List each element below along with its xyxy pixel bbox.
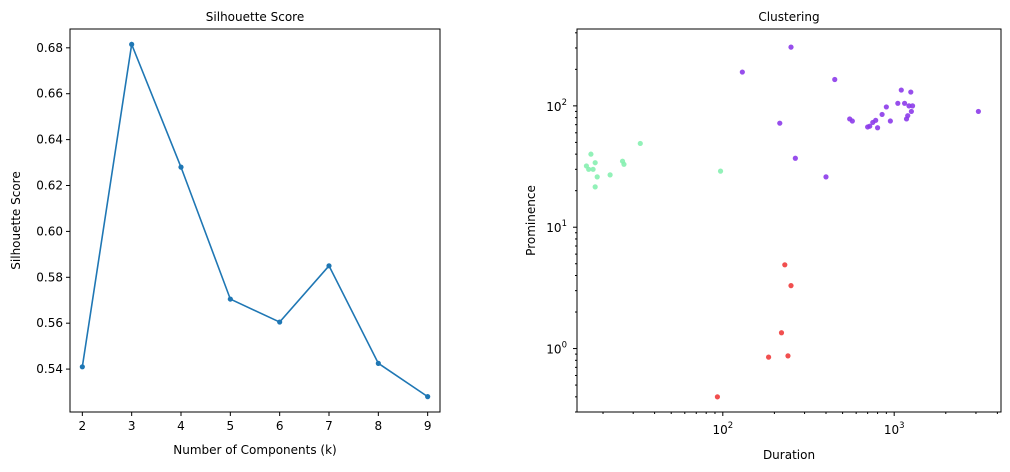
clustering-ytick-label: 100 — [546, 341, 567, 357]
cluster-0-point — [823, 174, 829, 180]
cluster-1-point — [592, 160, 598, 166]
cluster-2-point — [785, 353, 791, 359]
cluster-2-point — [788, 283, 794, 289]
silhouette-ytick-label: 0.66 — [36, 87, 63, 101]
silhouette-ytick-label: 0.56 — [36, 316, 63, 330]
cluster-1-point — [717, 168, 724, 174]
cluster-1-point — [586, 166, 592, 172]
cluster-2-point — [778, 330, 785, 336]
cluster-0-point — [883, 104, 889, 110]
cluster-1-point — [590, 166, 596, 172]
cluster-0-point — [909, 103, 916, 109]
silhouette-ytick-label: 0.64 — [36, 133, 63, 147]
silhouette-point — [425, 394, 431, 400]
cluster-0-point — [777, 120, 783, 126]
clustering-plot-frame — [576, 28, 1002, 413]
silhouette-xtick-label: 6 — [276, 419, 284, 433]
silhouette-ytick-label: 0.60 — [36, 224, 63, 238]
silhouette-xtick-label: 7 — [325, 419, 333, 433]
cluster-0-point — [895, 100, 901, 106]
silhouette-xlabel: Number of Components (k) — [173, 443, 336, 457]
silhouette-point — [79, 364, 85, 370]
cluster-0-point — [832, 76, 838, 83]
cluster-0-point — [874, 125, 881, 131]
cluster-0-point — [739, 69, 745, 75]
clustering-xtick-label: 103 — [884, 421, 905, 437]
silhouette-ylabel: Silhouette Score — [9, 171, 23, 269]
cluster-1-point — [621, 161, 627, 167]
cluster-2-point — [765, 354, 772, 360]
silhouette-xtick-label: 5 — [227, 419, 235, 433]
silhouette-xtick-label: 9 — [424, 419, 432, 433]
silhouette-xtick-label: 2 — [79, 419, 87, 433]
silhouette-xtick-label: 4 — [177, 419, 185, 433]
silhouette-point — [375, 360, 381, 366]
cluster-0-point — [901, 100, 908, 106]
silhouette-line — [81, 41, 429, 398]
silhouette-xtick-label: 3 — [128, 419, 136, 433]
cluster-0-point — [879, 111, 885, 118]
silhouette-plot-frame — [69, 28, 441, 413]
cluster-0-point — [975, 108, 981, 115]
silhouette-ytick-label: 0.62 — [36, 179, 63, 193]
clustering-xtick-label: 102 — [712, 421, 733, 437]
silhouette-ytick-label: 0.54 — [36, 362, 63, 376]
silhouette-xtick-label: 8 — [375, 419, 383, 433]
cluster-1-point — [592, 184, 598, 190]
cluster-1-point — [588, 151, 594, 157]
silhouette-point — [178, 164, 184, 170]
silhouette-point — [129, 41, 135, 47]
cluster-0-point — [908, 108, 914, 115]
cluster-0-point — [906, 103, 912, 109]
cluster-2-point — [782, 262, 788, 268]
cluster-0-point — [887, 118, 893, 124]
cluster-0-point — [898, 87, 904, 93]
clustering-plot-title: Clustering — [758, 10, 819, 24]
silhouette-plot-title: Silhouette Score — [206, 10, 304, 24]
clustering-ytick-label: 102 — [546, 98, 567, 114]
cluster-1-point — [594, 174, 600, 180]
cluster-0-point — [792, 155, 798, 161]
silhouette-ytick-label: 0.58 — [36, 270, 63, 284]
clustering-ylabel: Prominence — [524, 185, 538, 256]
silhouette-point — [227, 296, 233, 302]
cluster-1-point — [637, 140, 643, 147]
cluster-0-point — [867, 123, 873, 129]
cluster-0-point — [788, 44, 794, 50]
clustering-xlabel: Duration — [763, 448, 815, 462]
silhouette-score-panel: Silhouette Score 2 3 4 5 6 7 8 9 0.54 0.56 0.58 0.6… — [9, 10, 441, 457]
cluster-0-point — [905, 113, 911, 119]
silhouette-point — [277, 319, 283, 325]
cluster-0-point — [873, 117, 879, 123]
cluster-2-point — [714, 394, 721, 400]
silhouette-point — [326, 263, 332, 269]
cluster-0-point — [908, 89, 914, 95]
clustering-panel: Clustering 102 103 100 101 102 Duration Prom… — [524, 10, 1002, 462]
clustering-ytick-label: 101 — [546, 219, 567, 235]
silhouette-ytick-label: 0.68 — [36, 41, 63, 55]
cluster-0-point — [849, 118, 855, 124]
cluster-1-point — [607, 172, 613, 178]
